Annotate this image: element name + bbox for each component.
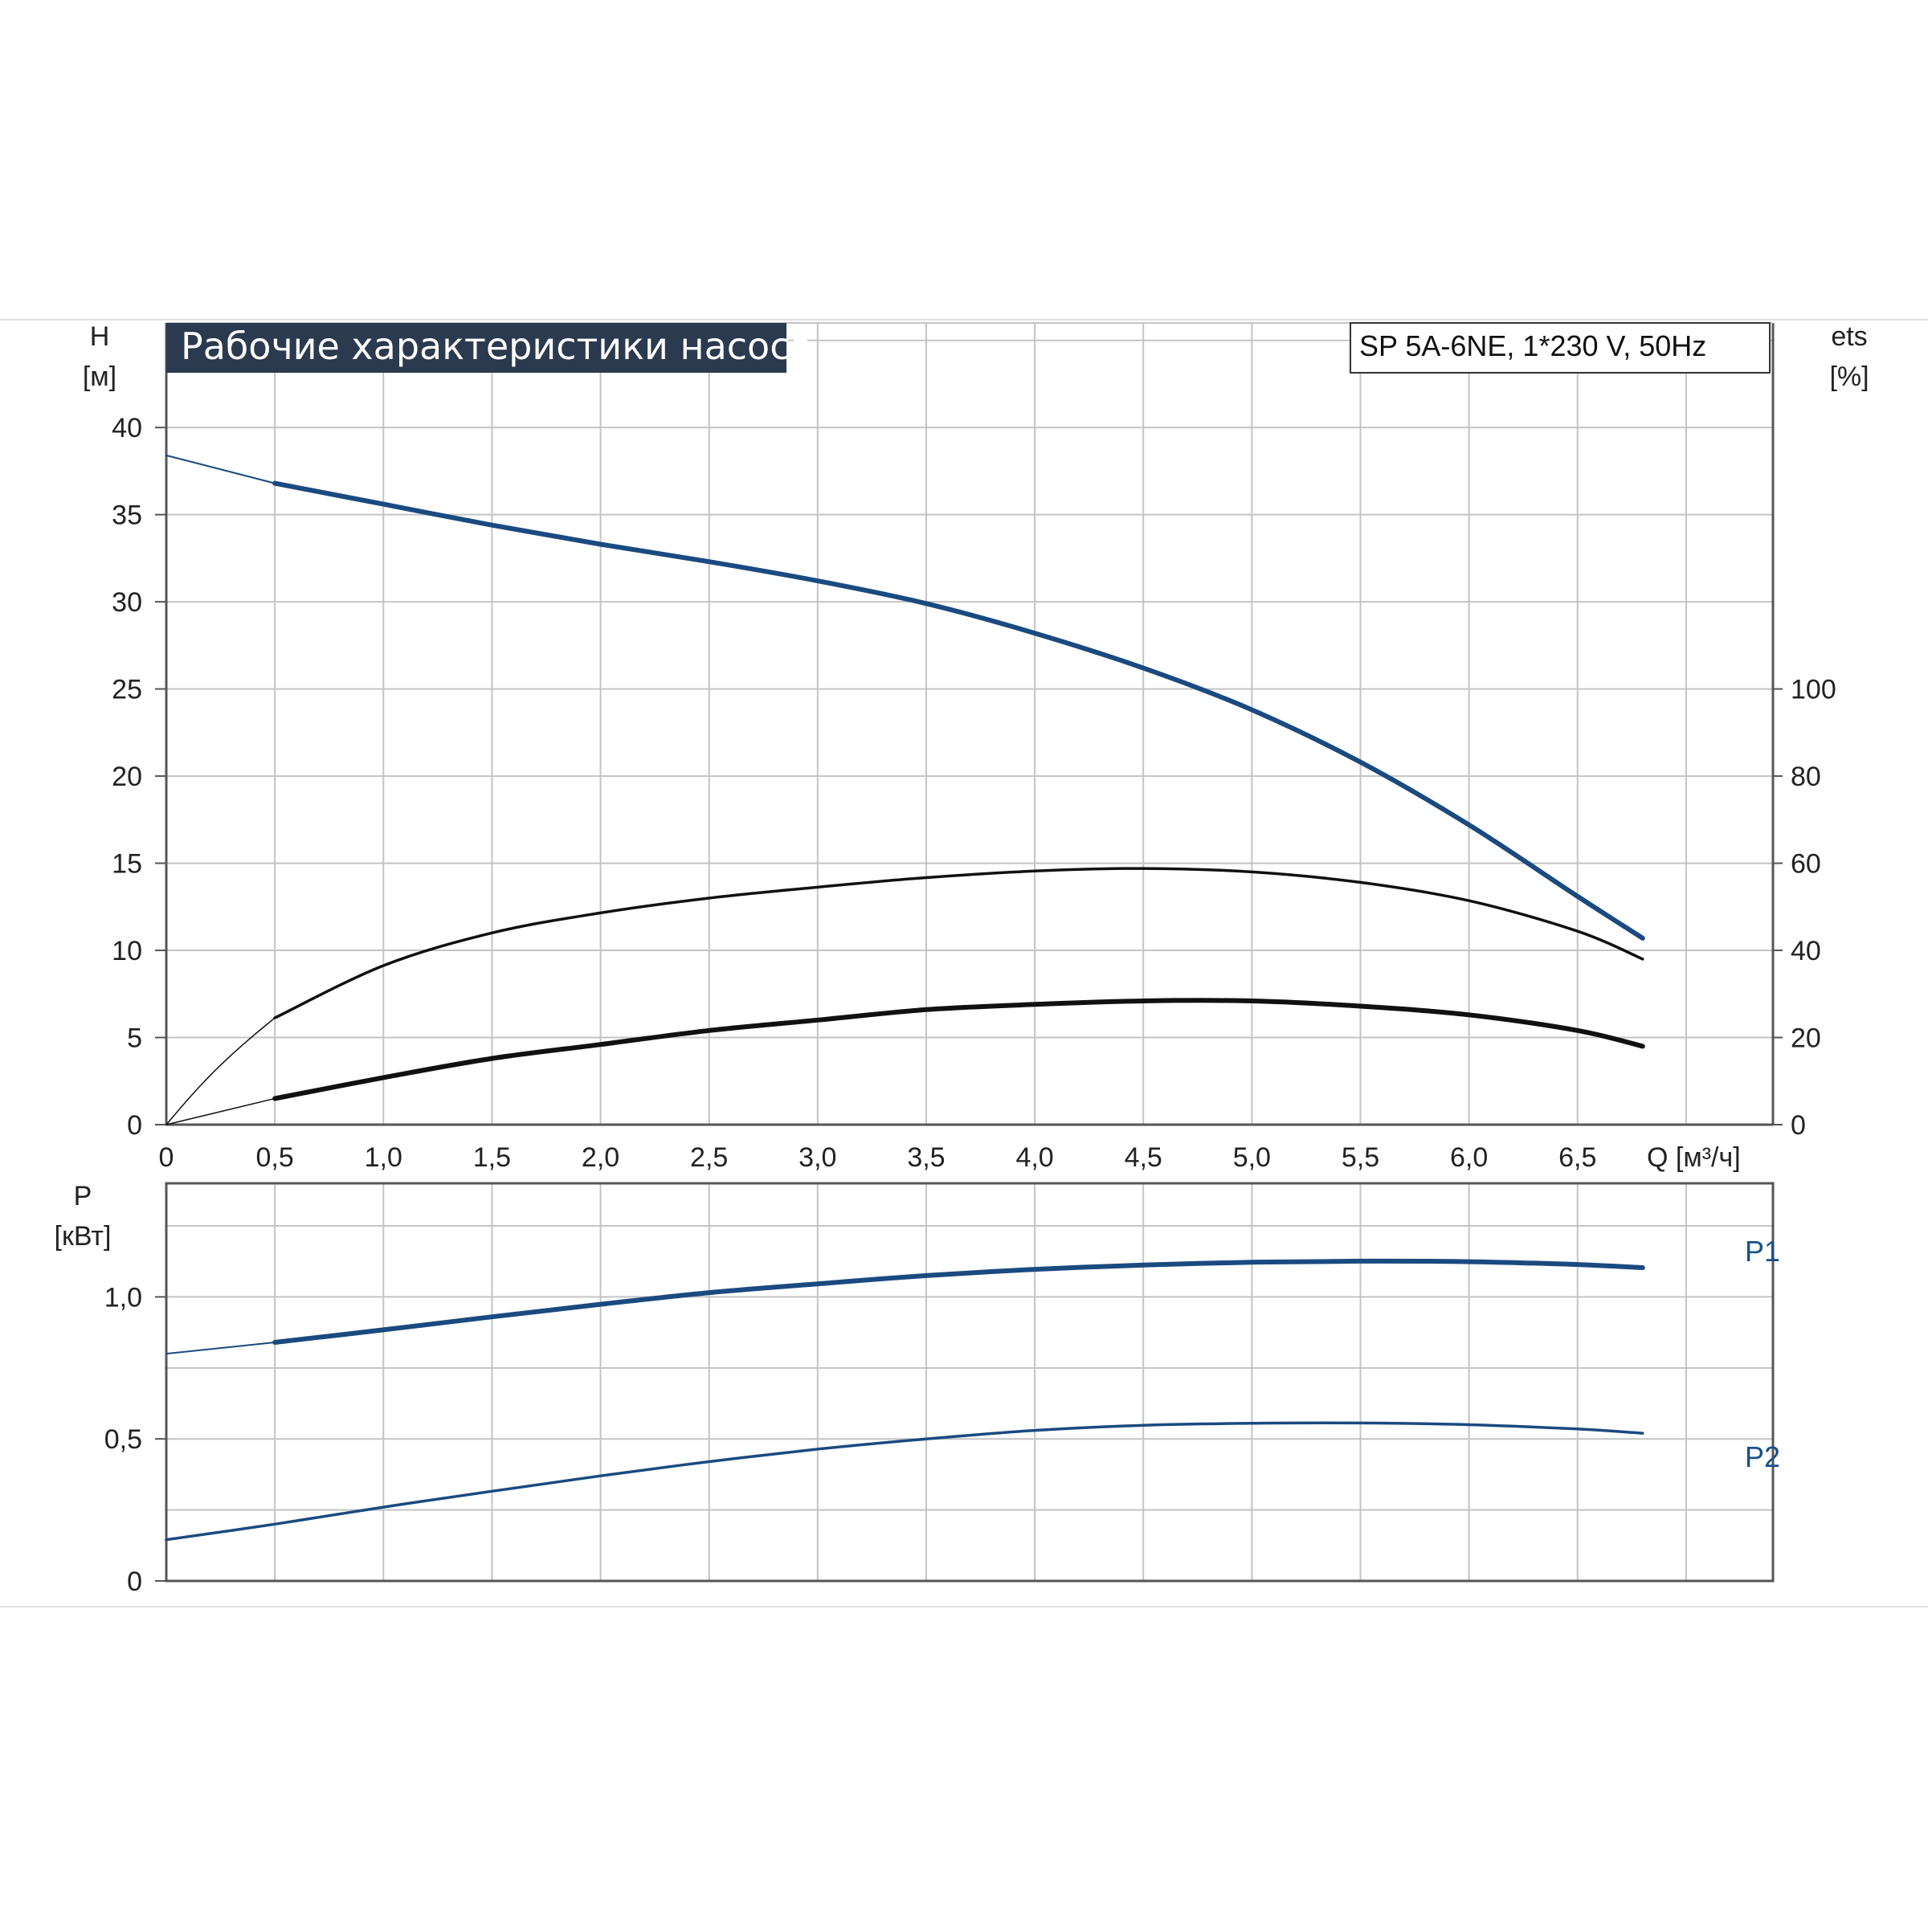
upper-y-tick-label: 35 [112, 500, 142, 531]
lower-y-tick-label: 0 [127, 1566, 142, 1597]
upper-grid [165, 322, 1775, 1126]
upper-x-tick-label: 1,5 [473, 1142, 511, 1173]
upper-x-tick-label: 0 [159, 1142, 174, 1173]
upper-y-tick-label: 10 [112, 936, 142, 966]
upper-x-tick-label: 3,5 [907, 1142, 945, 1173]
lower-y-tick-label: 1,0 [104, 1282, 142, 1313]
upper-y2-tick-label: 20 [1791, 1023, 1821, 1054]
upper-y2-tick-label: 0 [1791, 1110, 1806, 1141]
upper-series-line-2 [273, 867, 1644, 1019]
model-box [1350, 322, 1771, 374]
model-label: SP 5A-6NE, 1*230 V, 50Hz [1359, 329, 1706, 362]
upper-y-tick-label: 15 [112, 849, 142, 880]
upper-y2label: ets [1831, 321, 1867, 352]
upper-series [165, 454, 1645, 1125]
upper-series-line-1 [165, 454, 276, 484]
upper-x-tick-label: 5,5 [1342, 1142, 1379, 1173]
upper-x-tick-label: 4,5 [1125, 1142, 1162, 1173]
upper-series-line-0 [272, 480, 1645, 941]
upper-x-tick-label: 1,0 [365, 1142, 402, 1173]
upper-x-tick-label: 0,5 [256, 1142, 294, 1173]
lower-series-line-2 [165, 1421, 1644, 1542]
lower-series [165, 1258, 1645, 1542]
upper-x-tick-label: 5,0 [1233, 1142, 1271, 1173]
upper-ticks: 0 0,5 1,0 1,5 2,0 2,5 3,0 3,5 4,0 4,5 5,0 5,5 6,0 6,5… [112, 413, 1836, 1173]
upper-xlabel: Q [м³/ч] [1647, 1142, 1741, 1173]
upper-x-tick-label: 2,0 [582, 1142, 619, 1173]
upper-x-tick-label: 2,5 [690, 1142, 728, 1173]
upper-x-tick-label: 6,5 [1558, 1142, 1596, 1173]
upper-series-line-3 [165, 1017, 276, 1125]
upper-y2-tick-label: 80 [1791, 762, 1821, 792]
upper-series-line-4 [272, 998, 1645, 1101]
lower-plot-frame [165, 1182, 1775, 1583]
upper-y2label-unit: [%] [1829, 361, 1869, 392]
lower-ylabel: P [74, 1181, 92, 1211]
lower-series-line-0 [272, 1258, 1645, 1345]
upper-y-tick-label: 40 [112, 413, 142, 443]
upper-series-line-5 [165, 1097, 276, 1125]
upper-y-tick-label: 30 [112, 587, 142, 618]
upper-x-tick-label: 3,0 [799, 1142, 836, 1173]
upper-x-tick-label: 6,0 [1450, 1142, 1488, 1173]
title-box [166, 323, 786, 373]
lower-y-tick-label: 0,5 [104, 1424, 142, 1455]
series-label-p2: P2 [1745, 1440, 1780, 1473]
upper-y-tick-label: 20 [112, 762, 142, 792]
lower-ylabel-unit: [кВт] [55, 1221, 112, 1252]
upper-y-tick-label: 25 [112, 675, 142, 705]
upper-y2-tick-label: 40 [1791, 936, 1821, 966]
lower-series-line-1 [165, 1342, 276, 1355]
upper-x-tick-label: 4,0 [1015, 1142, 1053, 1173]
upper-y2-tick-label: 60 [1791, 849, 1821, 880]
upper-y-tick-label: 0 [127, 1110, 142, 1141]
upper-y-tick-label: 5 [127, 1023, 142, 1054]
upper-ylabel: H [90, 321, 110, 352]
lower-grid [165, 1182, 1775, 1583]
chart-title: Рабочие характеристики насоса [181, 325, 813, 368]
upper-ylabel-unit: [м] [83, 361, 116, 392]
lower-ticks: 0 0,5 1,0 [104, 1282, 166, 1597]
series-label-p1: P1 [1745, 1235, 1780, 1268]
upper-y2-tick-label: 100 [1791, 675, 1836, 705]
